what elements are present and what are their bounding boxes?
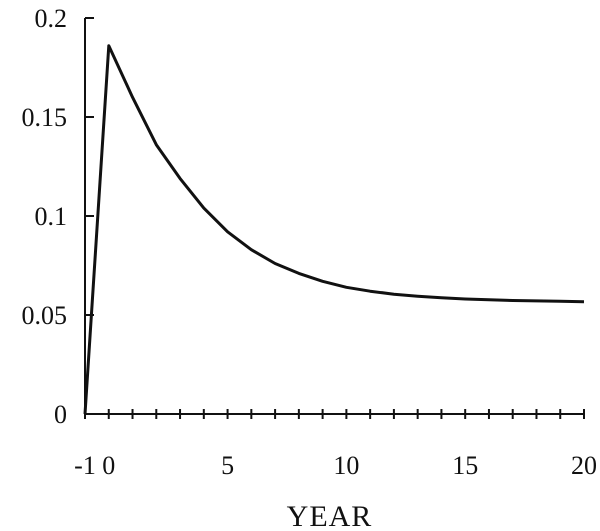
axes — [84, 18, 584, 415]
x-tick-label: 10 — [333, 451, 359, 480]
x-tick-label: 20 — [571, 451, 597, 480]
x-ticks: -1 0 5 10 15 20 — [74, 409, 597, 480]
y-ticks: 0 0.05 0.1 0.15 0.2 — [22, 4, 94, 429]
x-tick-label: 15 — [452, 451, 478, 480]
series-line — [83, 44, 585, 415]
y-tick-label: 0.15 — [22, 103, 68, 132]
x-axis-title: YEAR — [287, 500, 373, 531]
y-tick-label: 0.2 — [35, 4, 68, 33]
y-tick-label: 0.1 — [35, 202, 68, 231]
x-tick-label: 5 — [221, 451, 234, 480]
y-tick-label: 0 — [54, 400, 67, 429]
y-tick-label: 0.05 — [22, 301, 68, 330]
x-tick-label: -1 — [74, 451, 96, 480]
x-tick-label: 0 — [102, 451, 115, 480]
